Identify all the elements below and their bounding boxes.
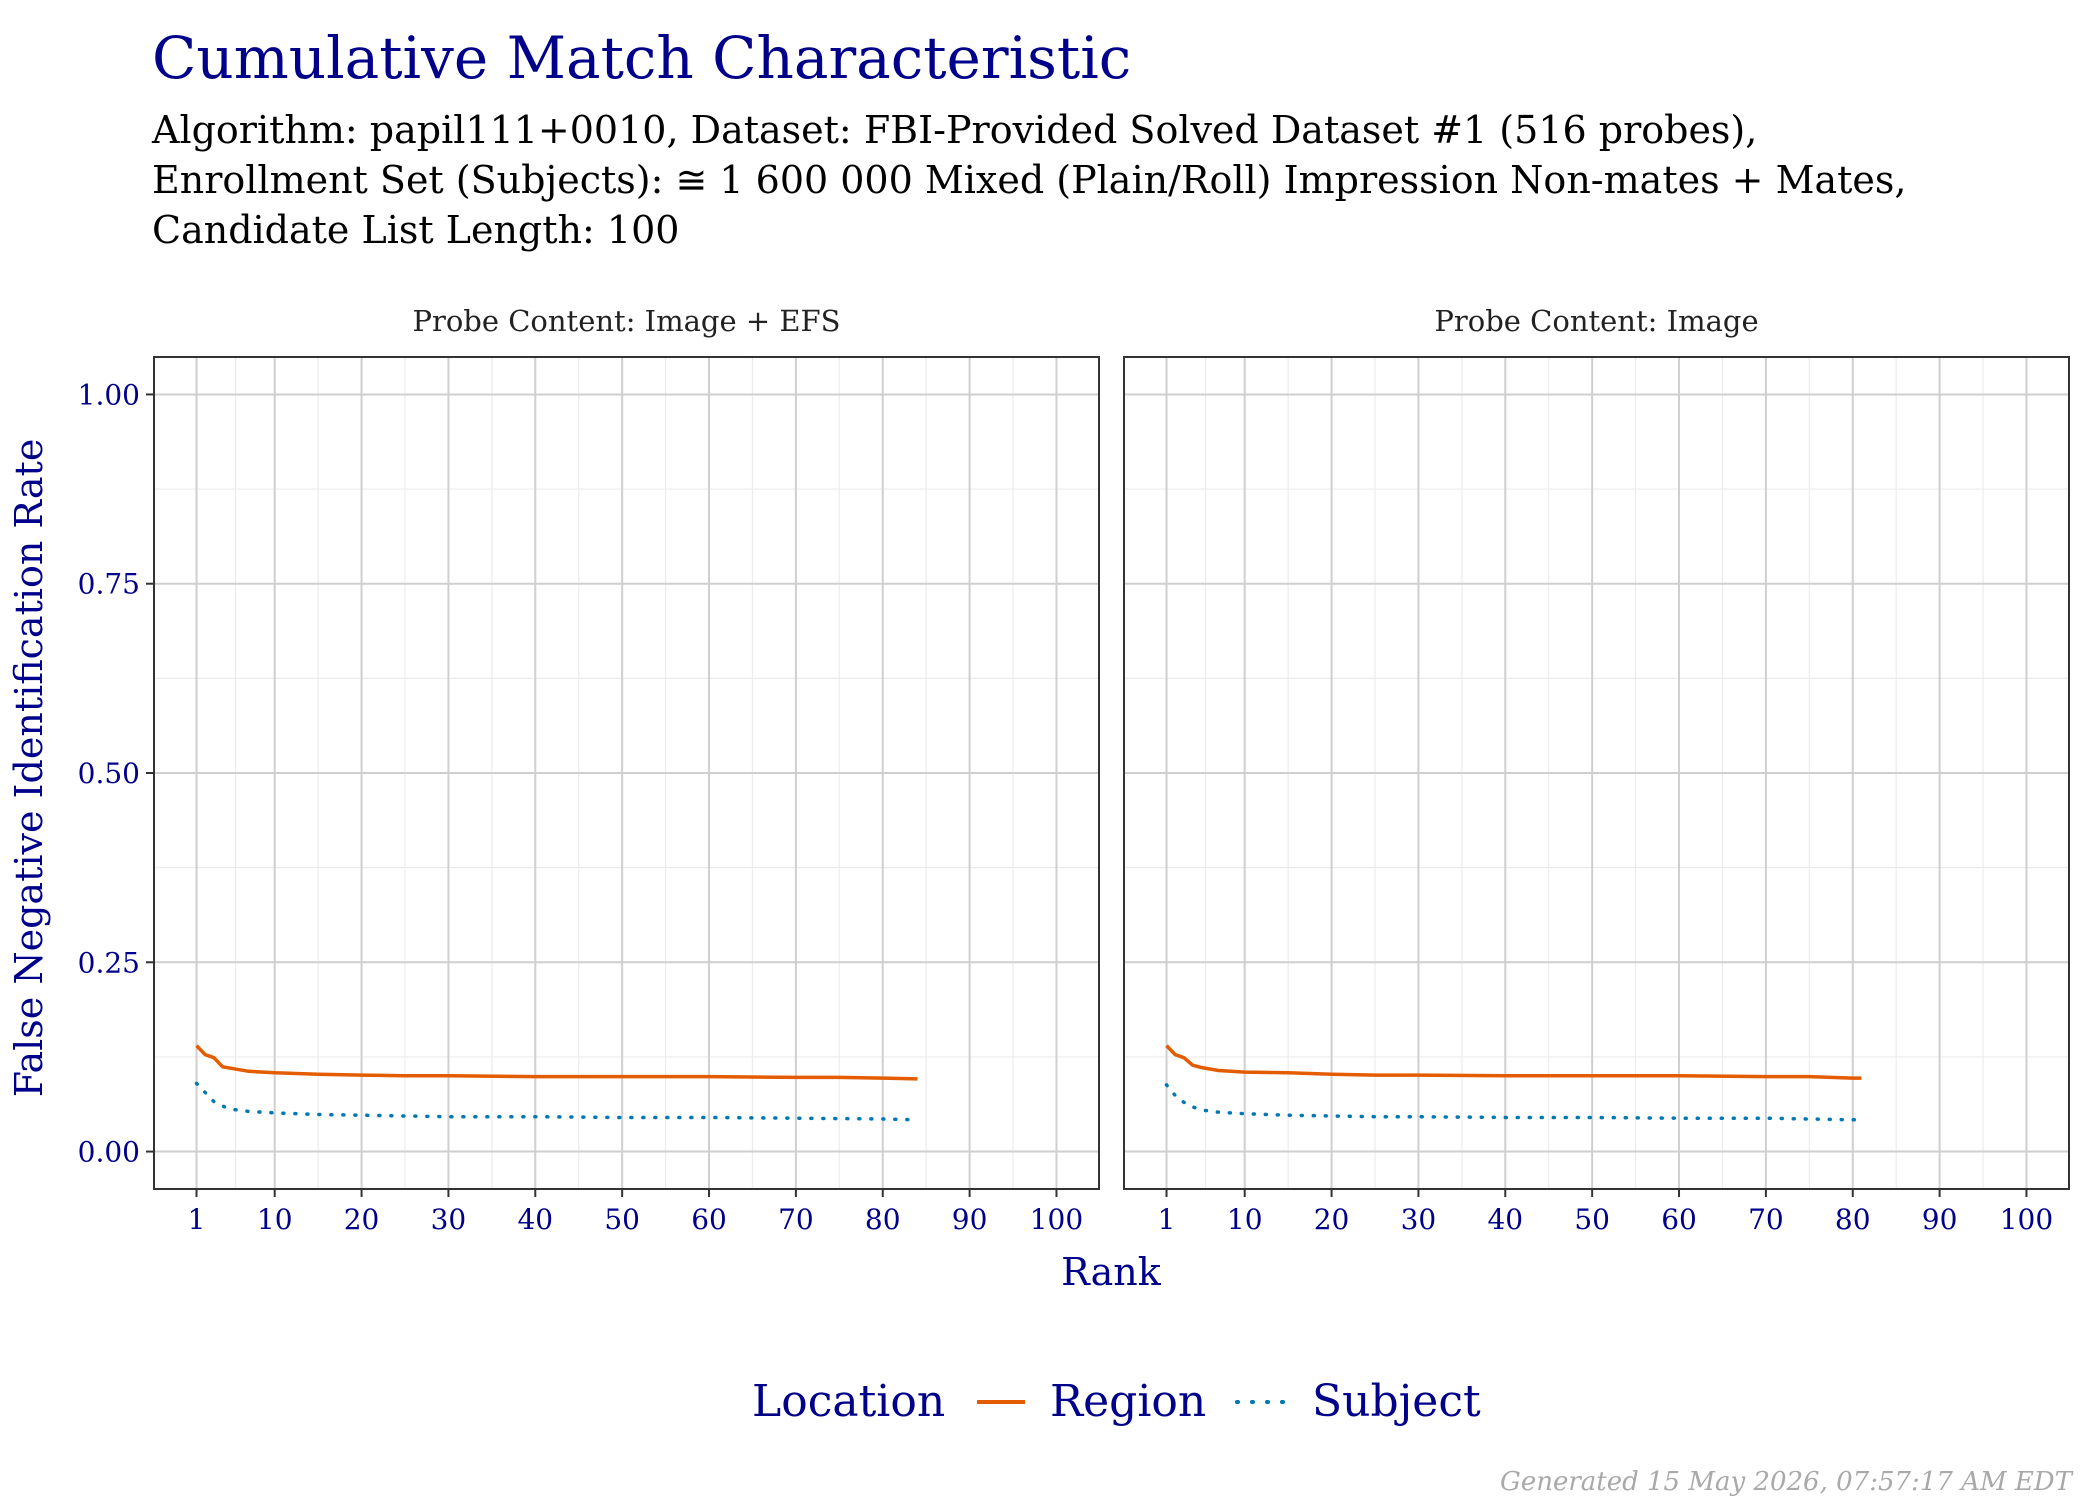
x-tick-label: 90 — [1922, 1203, 1958, 1236]
panel-strip-label: Probe Content: Image — [1434, 304, 1758, 338]
legend-label-region: Region — [1050, 1376, 1206, 1427]
y-tick-label: 0.00 — [78, 1136, 140, 1169]
x-tick-label: 10 — [1227, 1203, 1263, 1236]
x-tick-label: 40 — [517, 1203, 553, 1236]
series-line-subject — [1164, 1083, 1864, 1122]
series-line-region — [1165, 1044, 1862, 1080]
y-tick-label: 0.25 — [78, 946, 140, 979]
x-tick-label: 70 — [1748, 1203, 1784, 1236]
x-tick-label: 100 — [1030, 1203, 1083, 1236]
y-tick-label: 0.50 — [78, 757, 140, 790]
x-tick-label: 30 — [431, 1203, 467, 1236]
chart-subtitle-line-2: Enrollment Set (Subjects): ≅ 1 600 000 M… — [152, 158, 1906, 202]
x-tick-label: 20 — [344, 1203, 380, 1236]
chart-subtitle-line-1: Algorithm: papil111+0010, Dataset: FBI-P… — [151, 108, 1757, 152]
x-tick-label: 60 — [1661, 1203, 1697, 1236]
legend-title: Location — [752, 1376, 945, 1427]
y-axis-label: False Negative Identification Rate — [7, 439, 51, 1098]
y-tick-label: 0.75 — [78, 568, 140, 601]
x-tick-label: 20 — [1314, 1203, 1350, 1236]
x-tick-label: 90 — [952, 1203, 988, 1236]
legend: Location Region Subject — [752, 1376, 1481, 1427]
x-tick-label: 40 — [1487, 1203, 1523, 1236]
panel-image-efs: Probe Content: Image + EFS 1 10 20 30 40 50 60 7… — [78, 304, 1100, 1236]
x-tick-label: 10 — [257, 1203, 293, 1236]
panel-image: Probe Content: Image 1 10 20 30 40 50 60 70 80 90 1… — [1123, 304, 2070, 1236]
series-line-subject — [194, 1081, 920, 1122]
x-tick-label: 100 — [2000, 1203, 2053, 1236]
generated-caption: Generated 15 May 2026, 07:57:17 AM EDT — [1500, 1467, 2074, 1497]
panel-strip-label: Probe Content: Image + EFS — [412, 304, 840, 338]
series-line-region — [195, 1044, 918, 1081]
x-tick-label: 50 — [604, 1203, 640, 1236]
x-tick-label: 70 — [778, 1203, 814, 1236]
chart-title: Cumulative Match Characteristic — [152, 24, 1131, 92]
chart-subtitle-line-3: Candidate List Length: 100 — [152, 208, 679, 252]
x-tick-label: 80 — [865, 1203, 901, 1236]
x-tick-label: 60 — [691, 1203, 727, 1236]
panel-border — [1123, 356, 2070, 1190]
x-tick-label: 1 — [1158, 1203, 1176, 1236]
x-axis-label: Rank — [1061, 1250, 1162, 1294]
x-tick-label: 1 — [188, 1203, 206, 1236]
x-tick-label: 50 — [1574, 1203, 1610, 1236]
legend-label-subject: Subject — [1312, 1376, 1481, 1427]
y-tick-label: 1.00 — [78, 378, 140, 411]
x-tick-label: 30 — [1401, 1203, 1437, 1236]
x-tick-label: 80 — [1835, 1203, 1871, 1236]
